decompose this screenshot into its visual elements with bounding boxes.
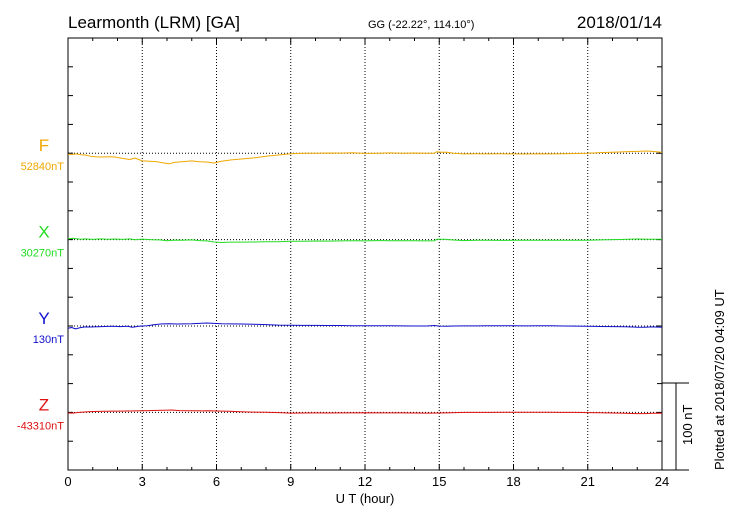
series-line-y xyxy=(67,322,663,330)
component-letter-x: X xyxy=(38,223,49,242)
x-tick-label-15: 15 xyxy=(432,474,446,489)
plotted-timestamp: Plotted at 2018/07/20 04:09 UT xyxy=(712,289,727,470)
x-tick-label-24: 24 xyxy=(655,474,669,489)
x-tick-label-12: 12 xyxy=(358,474,372,489)
x-tick-label-6: 6 xyxy=(213,474,220,489)
scale-bar-label: 100 nT xyxy=(680,404,695,445)
chart-date: 2018/01/14 xyxy=(577,13,662,32)
component-baseline-y: 130nT xyxy=(33,334,64,346)
component-baseline-z: -43310nT xyxy=(17,420,64,432)
component-letter-y: Y xyxy=(38,309,49,328)
plot-frame xyxy=(67,37,663,471)
component-baseline-f: 52840nT xyxy=(21,161,65,173)
series-lines xyxy=(67,150,663,415)
chart-title: Learmonth (LRM) [GA] xyxy=(68,13,240,32)
component-baseline-x: 30270nT xyxy=(21,248,65,260)
series-line-f xyxy=(68,150,663,165)
scale-bar: 100 nT xyxy=(662,382,695,471)
series-line-x xyxy=(67,237,662,243)
x-tick-label-3: 3 xyxy=(139,474,146,489)
x-axis-label: U T (hour) xyxy=(336,491,395,506)
x-tick-label-0: 0 xyxy=(64,474,71,489)
component-labels: F 52840nT X 30270nT Y 130nT Z -43310nT xyxy=(17,136,64,432)
component-letter-z: Z xyxy=(39,395,49,414)
series-line-z xyxy=(67,409,663,415)
x-tick-label-9: 9 xyxy=(287,474,294,489)
station-coords: GG (-22.22°, 114.10°) xyxy=(368,19,474,31)
component-letter-f: F xyxy=(39,136,49,155)
x-tick-label-18: 18 xyxy=(506,474,520,489)
x-tick-labels: 0 3 6 9 12 15 18 21 24 xyxy=(64,474,669,489)
x-tick-label-21: 21 xyxy=(581,474,595,489)
